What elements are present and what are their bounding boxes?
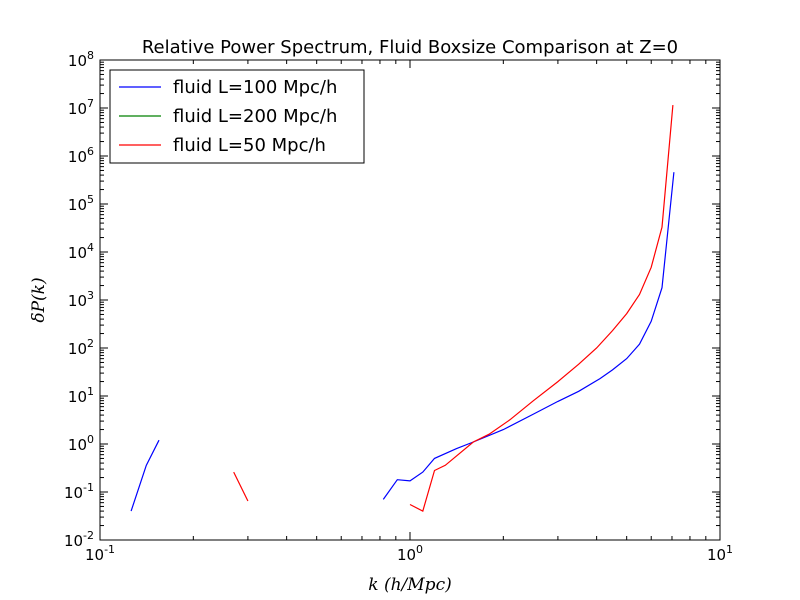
y-tick-label-2: 100 [68,433,94,454]
legend-label-2: fluid L=50 Mpc/h [173,135,326,156]
series-line-0-segment-0 [130,439,160,512]
legend-label-0: fluid L=100 Mpc/h [173,77,337,98]
plot-area: 10-1 100 10110-210-11001011021031041051061… [64,49,733,564]
x-tick-label-2: 101 [707,543,733,564]
y-tick-label-9: 107 [68,97,94,118]
plot-frame [99,59,721,541]
y-tick-label-7: 105 [68,193,94,214]
y-tick-label-4: 102 [68,337,94,358]
x-tick-label-0: 10-1 [85,543,115,564]
y-tick-label-6: 104 [68,241,94,262]
y-tick-label-10: 108 [68,49,94,70]
series-line-0-segment-1 [382,172,675,500]
y-tick-label-0: 10-2 [64,529,94,550]
y-axis-label: δP(k) [29,277,49,322]
legend: fluid L=100 Mpc/h fluid L=200 Mpc/h fluid … [109,69,365,164]
y-tick-label-3: 101 [68,385,94,406]
series-line-2-segment-0 [233,471,249,502]
series-line-2-segment-1 [409,105,674,512]
chart-title: Relative Power Spectrum, Fluid Boxsize C… [142,37,678,58]
legend-label-1: fluid L=200 Mpc/h [173,106,337,127]
x-tick-label-1: 100 [397,543,423,564]
y-tick-label-1: 10-1 [64,481,94,502]
y-tick-label-5: 103 [68,289,94,310]
x-axis-label: k (h/Mpc) [368,575,451,595]
y-tick-label-8: 106 [68,145,94,166]
